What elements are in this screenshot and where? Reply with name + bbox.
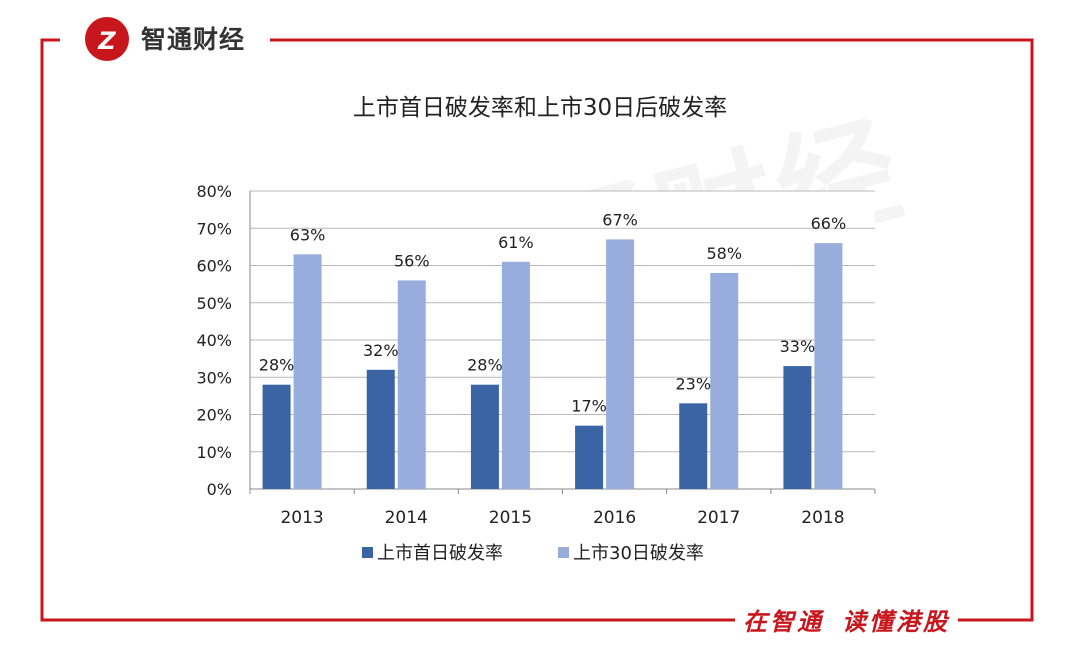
data-label: 33% — [780, 337, 816, 356]
zt-logo-icon — [85, 17, 129, 61]
brand-name: 智通财经 — [141, 25, 246, 54]
data-label: 61% — [498, 233, 534, 252]
data-label: 56% — [394, 251, 430, 270]
y-tick-label: 40% — [196, 331, 232, 350]
bar — [679, 403, 708, 489]
bar — [710, 272, 739, 489]
data-label: 58% — [706, 244, 742, 263]
svg-text:Z: Z — [97, 27, 116, 55]
bar — [262, 384, 291, 489]
data-label: 32% — [363, 341, 399, 360]
x-tick-label: 2015 — [489, 508, 532, 528]
bar — [783, 366, 812, 489]
x-tick-label: 2013 — [280, 508, 323, 528]
data-label: 17% — [571, 397, 607, 416]
bar — [606, 239, 635, 489]
data-label: 28% — [467, 356, 503, 375]
y-tick-label: 20% — [196, 406, 232, 425]
data-label: 67% — [602, 210, 638, 229]
slogan-part1: 在智通 — [743, 608, 824, 636]
y-tick-label: 30% — [196, 368, 232, 387]
y-tick-label: 60% — [196, 257, 232, 276]
slogan-part2: 读懂港股 — [842, 608, 950, 636]
x-tick-label: 2016 — [593, 508, 636, 528]
data-label: 28% — [259, 356, 295, 375]
data-label: 66% — [811, 214, 847, 233]
y-tick-label: 70% — [196, 219, 232, 238]
x-tick-label: 2018 — [801, 508, 844, 528]
legend-label: 上市首日破发率 — [377, 543, 503, 564]
bar — [293, 254, 322, 489]
data-label: 63% — [290, 225, 326, 244]
bar — [397, 280, 426, 489]
bar — [814, 243, 843, 489]
y-tick-label: 0% — [207, 480, 232, 499]
legend-swatch — [558, 547, 569, 558]
bar — [501, 261, 530, 489]
chart-title: 上市首日破发率和上市30日后破发率 — [352, 95, 728, 121]
bar — [575, 425, 604, 489]
y-tick-label: 80% — [196, 182, 232, 201]
x-tick-label: 2014 — [385, 508, 428, 528]
y-tick-label: 10% — [196, 443, 232, 462]
legend-label: 上市30日破发率 — [573, 543, 704, 564]
data-label: 23% — [675, 374, 711, 393]
bar — [470, 384, 499, 489]
footer-slogan: 在智通 读懂港股 — [735, 602, 958, 637]
legend-swatch — [362, 547, 373, 558]
y-tick-label: 50% — [196, 294, 232, 313]
bar — [366, 369, 395, 489]
x-tick-label: 2017 — [697, 508, 740, 528]
